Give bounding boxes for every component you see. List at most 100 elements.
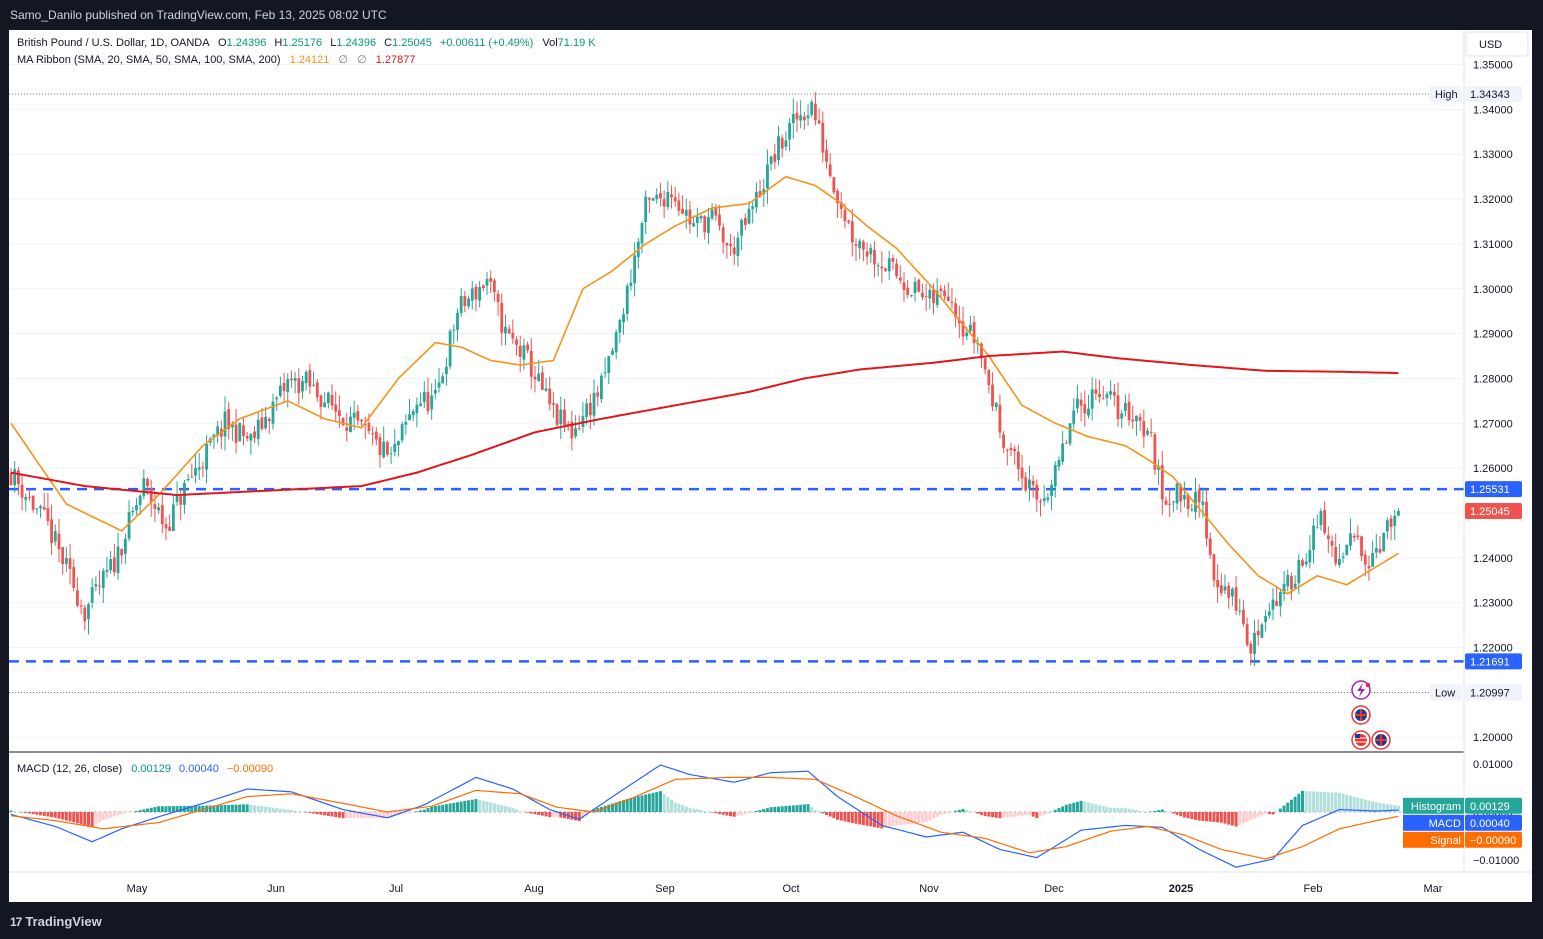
macd-histogram-bar <box>1378 802 1382 812</box>
macd-line <box>10 764 1399 868</box>
macd-histogram-bar <box>378 812 382 818</box>
candle-body <box>758 191 762 197</box>
candle-body <box>972 322 976 344</box>
tradingview-logo[interactable]: 17 TradingView <box>10 914 102 929</box>
macd-histogram-bar <box>551 812 555 817</box>
candle-body <box>707 216 710 234</box>
event-flag-us-icon[interactable] <box>1351 730 1371 750</box>
macd-histogram-bar <box>422 809 426 812</box>
macd-histogram-bar <box>1016 812 1020 817</box>
candle-body <box>467 298 470 307</box>
candle <box>101 568 105 604</box>
macd-histogram-bar <box>581 812 585 819</box>
candle-body <box>1028 479 1031 489</box>
macd-histogram-bar <box>625 799 629 812</box>
candle <box>784 131 788 151</box>
macd-histogram-bar <box>201 805 205 812</box>
macd-histogram-bar <box>1363 799 1367 812</box>
candle <box>526 341 529 354</box>
candle <box>1094 378 1098 400</box>
macd-histogram-bar <box>1341 793 1345 812</box>
event-flag-gb-icon[interactable] <box>1351 705 1371 725</box>
macd-histogram-bar <box>991 812 995 818</box>
candle-body <box>721 227 725 243</box>
candle-body <box>1238 610 1242 612</box>
candle-body <box>880 266 884 269</box>
macd-histogram-bar <box>385 812 389 818</box>
candle-body <box>1267 611 1271 616</box>
currency-label[interactable]: USD <box>1479 39 1502 51</box>
macd-histogram-bar <box>9 810 13 812</box>
candle-body <box>1275 601 1279 606</box>
candle-body <box>474 286 478 300</box>
macd-histogram-bar <box>765 808 769 812</box>
candle <box>271 393 275 430</box>
macd-histogram-bar <box>1171 812 1175 814</box>
macd-histogram-bar <box>957 809 961 812</box>
candle <box>1315 514 1319 529</box>
macd-histogram-bar <box>1323 792 1327 812</box>
macd-histogram-bar <box>725 812 729 816</box>
candle <box>422 381 426 409</box>
chart-svg[interactable]: 1.35000 1.34000 1.33000 1.32000 1.31000 1.300… <box>9 30 1532 902</box>
macd-histogram-bar <box>736 812 740 816</box>
candle-body <box>743 218 747 225</box>
legend-macd-signal: −0.00090 <box>227 763 273 775</box>
candle-body <box>836 190 839 204</box>
candle-body <box>1286 574 1290 587</box>
candle-body <box>780 138 784 149</box>
candle-body <box>98 585 101 587</box>
candle <box>1282 570 1286 601</box>
macd-histogram-bar <box>1186 812 1190 819</box>
candle-body <box>1393 515 1397 527</box>
candle-body <box>323 402 327 408</box>
candle <box>227 401 231 440</box>
legend-change: +0.00611 (+0.49%) <box>440 37 533 49</box>
candle <box>555 402 559 428</box>
macd-histogram-bar <box>972 812 976 813</box>
macd-histogram-bar <box>212 805 216 812</box>
candle <box>467 295 470 310</box>
macd-histogram-bar <box>876 812 880 828</box>
candle-body <box>640 223 644 244</box>
macd-histogram-bar <box>1371 801 1375 812</box>
candle-body <box>884 268 887 271</box>
macd-histogram-bar <box>441 804 445 812</box>
candle <box>1072 398 1076 430</box>
candle <box>548 376 552 411</box>
currency-selector[interactable]: USD <box>1465 31 1529 57</box>
candle <box>799 100 803 129</box>
candle-body <box>1168 503 1172 505</box>
candle-body <box>330 394 334 406</box>
macd-histogram-bar <box>529 812 533 814</box>
macd-histogram-bar <box>72 812 76 823</box>
macd-histogram-bar <box>596 808 600 812</box>
candle-body <box>179 496 183 505</box>
candle-body <box>533 376 537 380</box>
candle <box>1061 430 1065 465</box>
candle-body <box>1090 389 1094 409</box>
candle-body <box>511 332 515 339</box>
candle-body <box>1360 536 1363 557</box>
candle <box>1083 390 1087 427</box>
candle-body <box>445 366 448 374</box>
candle-body <box>1098 393 1101 398</box>
event-flash-icon[interactable] <box>1351 680 1371 700</box>
event-flag-gb-icon-2[interactable] <box>1371 730 1391 750</box>
candle <box>1389 515 1393 541</box>
macd-histogram-bar <box>1120 808 1124 812</box>
candle-body <box>260 417 264 429</box>
legend-ma-v4: 1.27877 <box>376 54 416 66</box>
candle-body <box>1345 544 1349 556</box>
macd-histogram-bar <box>695 809 699 812</box>
macd-histogram-bar <box>1146 812 1150 813</box>
candle <box>1064 439 1068 444</box>
macd-tag-value: −0.00090 <box>1470 835 1516 847</box>
low-tag-box <box>1465 684 1522 701</box>
macd-histogram-bar <box>426 808 430 812</box>
macd-histogram-bar <box>1360 798 1364 812</box>
candle <box>1223 574 1227 595</box>
candle-body <box>419 403 422 406</box>
candle-body <box>806 115 810 119</box>
price-tick-3: 1.32000 <box>1473 194 1513 206</box>
